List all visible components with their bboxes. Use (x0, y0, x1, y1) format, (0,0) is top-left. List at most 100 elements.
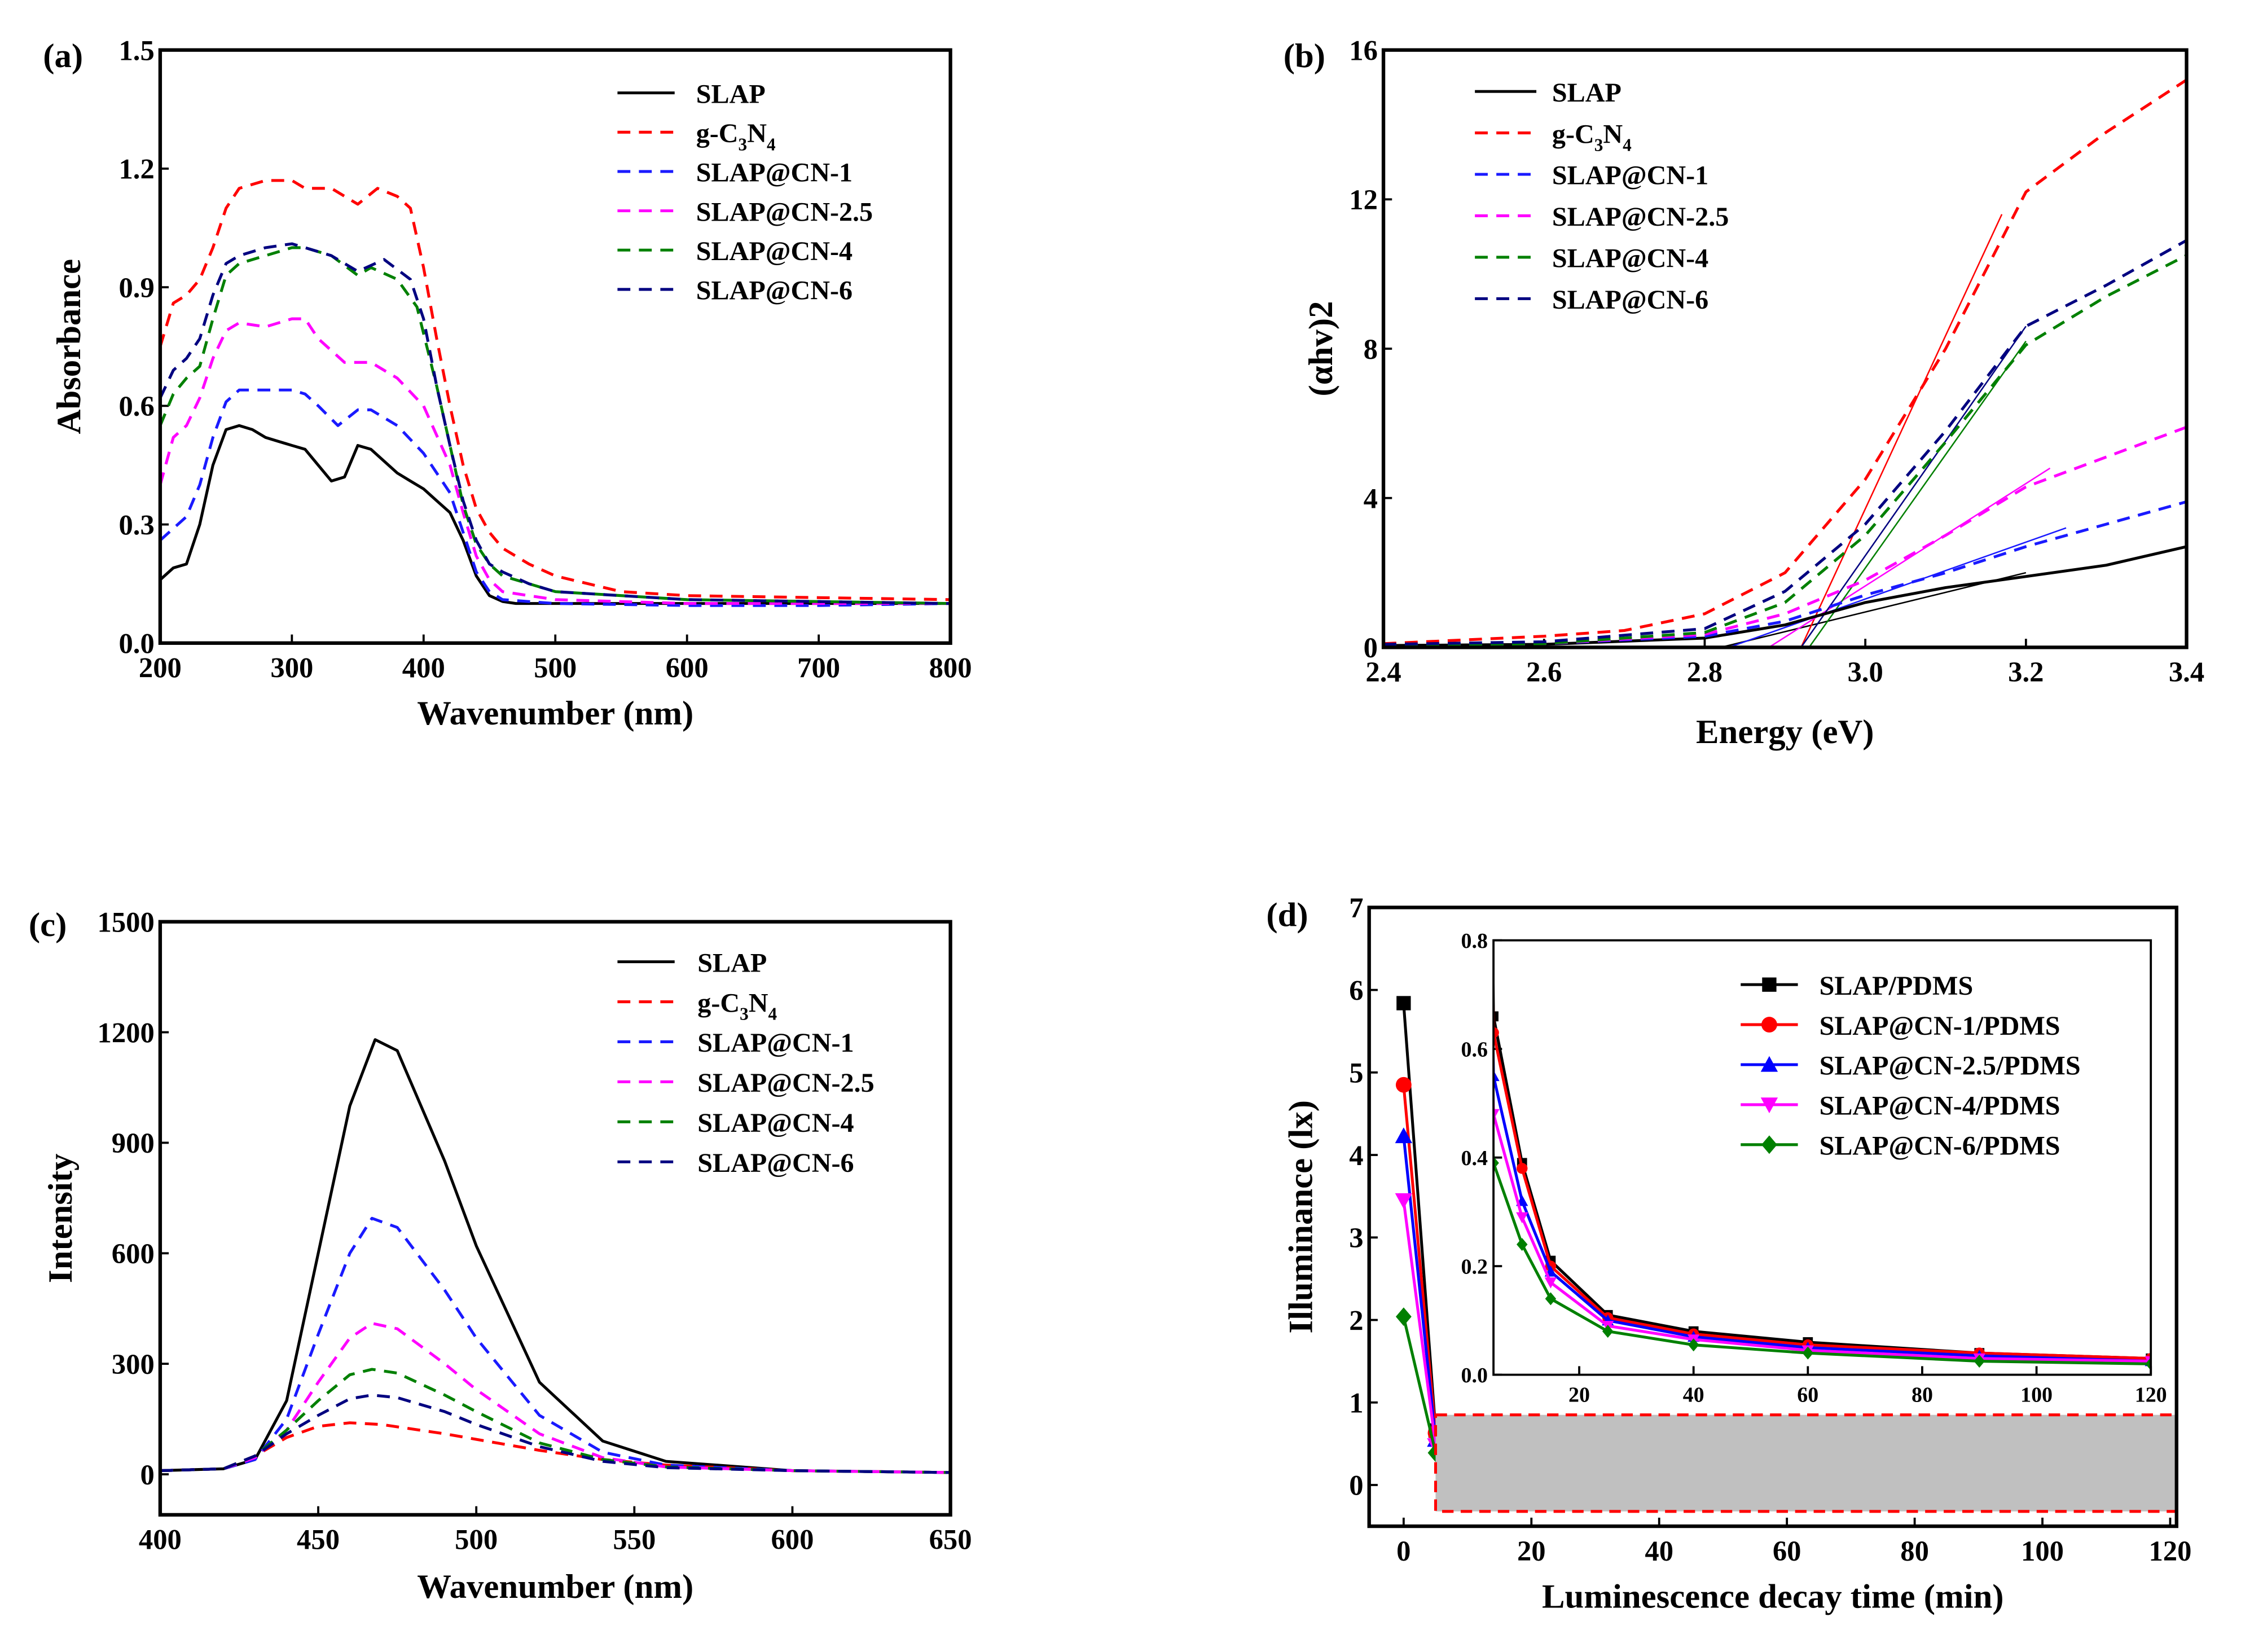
x-tick-label: 2.4 (1365, 656, 1401, 688)
marker-triangle-down (1395, 1193, 1413, 1209)
y-tick-label: 0.4 (1461, 1146, 1487, 1170)
x-tick-label: 20 (1568, 1383, 1590, 1407)
inset-background (1493, 940, 2151, 1375)
legend-label: SLAP@CN-6/PDMS (1820, 1131, 2060, 1161)
x-tick-label: 40 (1683, 1383, 1704, 1407)
legend-label: SLAP@CN-2.5/PDMS (1820, 1051, 2081, 1081)
marker-square (1396, 996, 1411, 1010)
x-tick-label: 60 (1773, 1535, 1801, 1567)
x-tick-label: 500 (455, 1524, 498, 1556)
y-axis-label: Illuminance (lx) (1282, 1100, 1320, 1334)
y-tick-label: 1200 (97, 1017, 154, 1048)
marker-diamond (1395, 1307, 1412, 1326)
panel-label: (d) (1266, 896, 1308, 934)
y-tick-label: 1500 (97, 906, 154, 938)
chart-panel-b: (b) 2.4 2.6 2.8 3.0 3.2 3.4 0 4 8 12 16 Energy (eV) (… (1284, 34, 2204, 751)
legend-label: SLAP (696, 79, 766, 109)
series-line-SLAP (1383, 545, 2187, 647)
legend-label: SLAP (697, 948, 767, 978)
marker-diamond (1602, 1325, 1614, 1338)
plot-frame (158, 920, 952, 1517)
y-tick-label: 4 (1364, 482, 1378, 514)
legend-label: SLAP@CN-1 (696, 158, 853, 188)
x-tick-label: 650 (929, 1524, 972, 1556)
series-line-SLAP@CN-6 (160, 242, 951, 605)
y-tick-label: 0.2 (1461, 1255, 1487, 1278)
y-tick-label: 1 (1349, 1387, 1363, 1418)
legend-label: SLAP@CN-6 (1552, 285, 1708, 315)
y-axis-label: Absorbance (50, 259, 88, 434)
x-tick-label: 3.4 (2169, 656, 2204, 688)
marker-triangle-down (1544, 1277, 1557, 1289)
series-line-SLAP@CN-4 (160, 246, 951, 605)
inset-plot-area (1460, 261, 2151, 1370)
inset-chart: 20 40 60 80 100 120 0.0 0.2 0.4 0.6 0.8 SLAP/PDMS SL… (1460, 261, 2167, 1407)
plot-area (160, 1038, 951, 1474)
marker-triangle-down (1516, 1212, 1528, 1224)
legend-label: SLAP/PDMS (1820, 971, 1974, 1001)
y-axis-label: Intensity (42, 1153, 80, 1283)
x-tick-label: 800 (929, 652, 972, 684)
marker-diamond (1761, 1135, 1777, 1154)
chart-panel-c: (c) 400 450 500 550 600 650 0 300 600 900 1200 1500 W… (29, 906, 972, 1606)
x-axis-label: Wavenumber (nm) (417, 695, 693, 732)
x-tick-label: 550 (613, 1524, 656, 1556)
x-tick-label: 20 (1517, 1535, 1546, 1567)
x-tick-label: 60 (1797, 1383, 1818, 1407)
marker-triangle-down (1760, 1097, 1778, 1114)
x-tick-label: 400 (402, 652, 445, 684)
marker-diamond (2145, 1357, 2151, 1370)
x-tick-label: 3.2 (2008, 656, 2044, 688)
tangent-line (1800, 326, 2027, 648)
tangent-line (1720, 572, 2027, 648)
legend-label: SLAP@CN-4 (697, 1108, 854, 1138)
x-tick-label: 700 (797, 652, 840, 684)
y-tick-label: 0.6 (118, 390, 154, 422)
marker-diamond (1460, 261, 1471, 274)
marker-circle (1761, 1017, 1777, 1032)
x-axis-label: Energy (eV) (1696, 713, 1874, 751)
y-tick-label: 0.0 (118, 628, 154, 660)
marker-square (1493, 1011, 1499, 1022)
panel-label: (b) (1284, 37, 1325, 75)
marker-circle (1493, 1027, 1499, 1039)
y-tick-label: 3 (1349, 1222, 1363, 1254)
panel-label: (a) (43, 37, 83, 75)
series-line-SLAP@CN-6 (1383, 239, 2187, 646)
x-tick-label: 450 (297, 1524, 340, 1556)
y-tick-label: 0.9 (118, 272, 154, 304)
highlight-box (1434, 1413, 2178, 1513)
y-tick-label: 0 (1364, 632, 1378, 664)
series-line-SLAP@CN-2.5 (160, 317, 951, 605)
series-line-SLAP (160, 424, 951, 605)
x-tick-label: 120 (2148, 1535, 2191, 1567)
marker-circle (1395, 1077, 1412, 1093)
plot-area (1383, 78, 2187, 648)
panel-label: (c) (29, 906, 67, 944)
x-tick-label: 100 (2021, 1535, 2064, 1567)
series-line-SLAP (160, 1038, 951, 1474)
legend-label: SLAP@CN-6 (697, 1148, 854, 1178)
x-tick-label: 600 (666, 652, 709, 684)
legend-label: SLAP@CN-1 (1552, 161, 1708, 191)
marker-triangle-up (1760, 1056, 1778, 1072)
legend-label: g-C3N4 (697, 988, 777, 1023)
series-line-g-C3N4 (1383, 78, 2187, 645)
y-tick-label: 8 (1364, 333, 1378, 365)
y-tick-label: 1.5 (118, 34, 154, 66)
y-tick-label: 900 (112, 1127, 155, 1159)
y-tick-label: 1.2 (118, 153, 154, 185)
legend-label: g-C3N4 (1552, 119, 1632, 155)
y-tick-label: 0.3 (118, 509, 154, 541)
plot-frame (158, 48, 952, 645)
y-tick-label: 6 (1349, 974, 1363, 1006)
legend-label: SLAP@CN-1/PDMS (1820, 1011, 2060, 1041)
y-tick-label: 0.8 (1461, 929, 1487, 953)
y-tick-label: 0.6 (1461, 1038, 1487, 1061)
tangent-line (1800, 214, 2003, 648)
x-tick-label: 0 (1396, 1535, 1410, 1567)
tangent-line (1728, 527, 2067, 648)
x-axis-label: Wavenumber (nm) (417, 1568, 693, 1606)
